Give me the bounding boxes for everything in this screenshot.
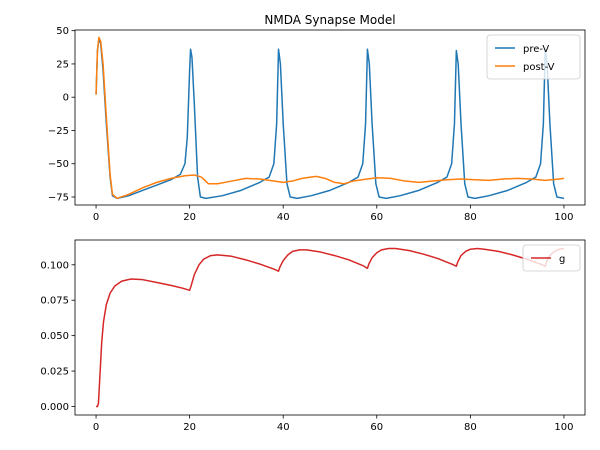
x-tick-label: 0 (93, 422, 99, 433)
series-line-pre-V (95, 37, 565, 200)
y-tick-label: −50 (48, 159, 69, 170)
axes-frame (74, 29, 586, 206)
y-tick-label: 0.025 (40, 367, 69, 378)
x-tick-label: 100 (554, 212, 573, 223)
y-tick-label: 0.000 (40, 402, 69, 413)
x-tick-label: 60 (370, 212, 383, 223)
y-tick-label: 0.075 (40, 296, 69, 307)
y-tick-label: 0 (63, 93, 69, 104)
legend: pre-V post-V (486, 34, 581, 80)
x-tick-label: 60 (370, 422, 383, 433)
top-panel-voltage: NMDA Synapse Model 0 20 40 60 80 100 50 25 0 −25 −5… (48, 13, 586, 223)
legend-label-post-V: post-V (523, 62, 555, 73)
y-tick-label: 25 (56, 59, 69, 70)
bottom-panel-conductance: 0 20 40 60 80 100 0.100 0.075 0.050 0.025 0.000 g (40, 239, 586, 433)
axes-frame (74, 239, 586, 416)
legend-label-pre-V: pre-V (523, 44, 549, 55)
y-tick-label: −25 (48, 126, 69, 137)
x-tick-label: 20 (183, 422, 196, 433)
legend-label-g: g (559, 254, 565, 265)
series-line-post-V (95, 36, 565, 200)
y-tick-label: 0.050 (40, 331, 69, 342)
x-tick-label: 0 (93, 212, 99, 223)
chart-title: NMDA Synapse Model (264, 13, 395, 27)
series-line-g (96, 247, 565, 408)
x-tick-label: 40 (277, 422, 290, 433)
x-tick-label: 100 (554, 422, 573, 433)
y-tick-label: 0.100 (40, 260, 69, 271)
legend-box (522, 244, 581, 272)
legend-box (486, 34, 581, 80)
y-tick-label: 50 (56, 26, 69, 37)
x-tick-label: 80 (464, 212, 477, 223)
x-tick-label: 40 (277, 212, 290, 223)
x-tick-label: 20 (183, 212, 196, 223)
y-tick-label: −75 (48, 193, 69, 204)
x-tick-label: 80 (464, 422, 477, 433)
legend: g (522, 244, 581, 272)
